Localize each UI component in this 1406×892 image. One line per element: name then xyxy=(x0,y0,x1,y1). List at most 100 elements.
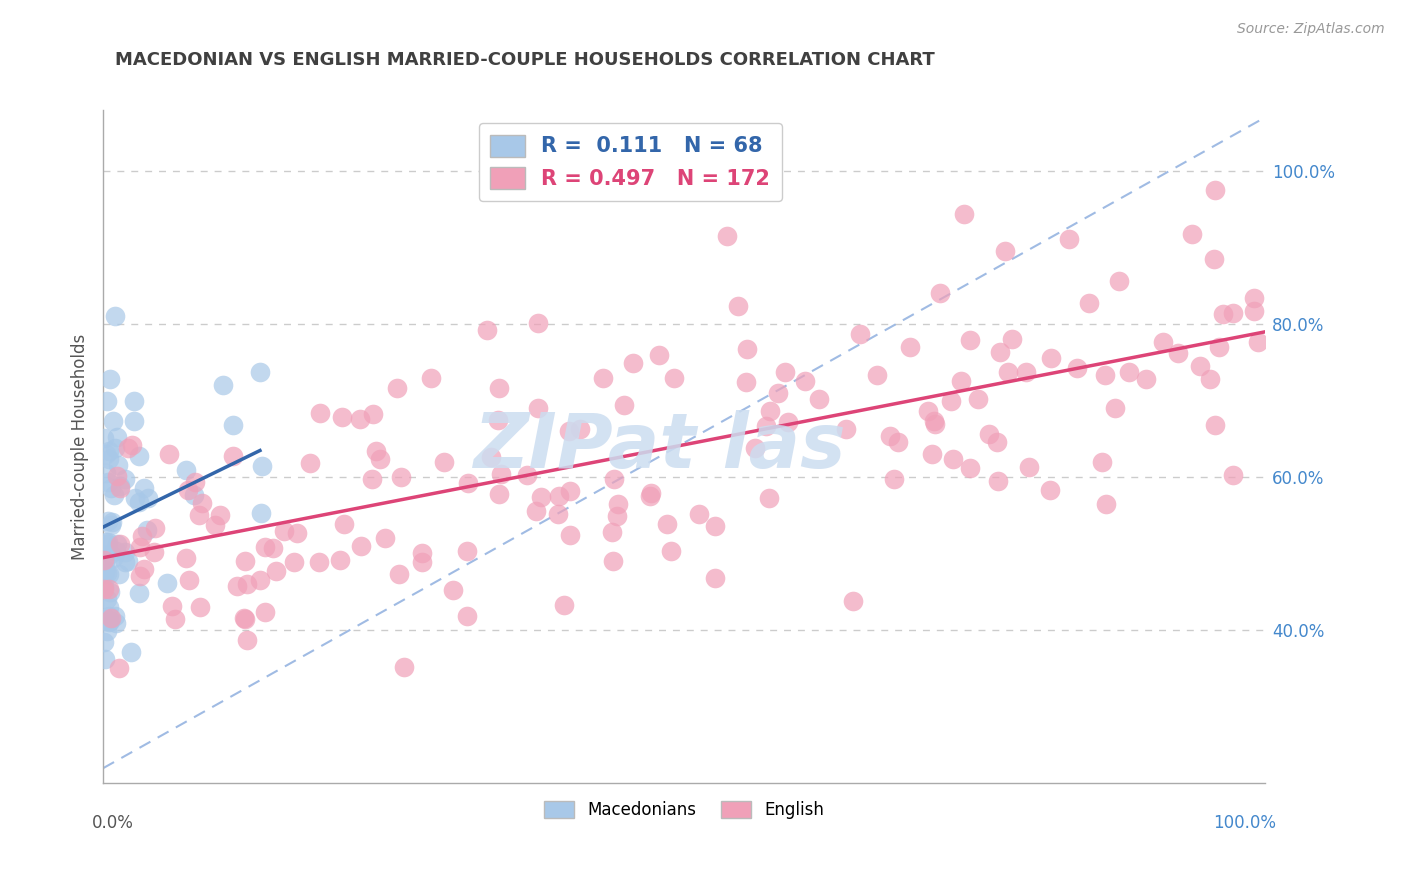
Point xyxy=(374,531,396,545)
Point xyxy=(94,534,117,549)
Point xyxy=(488,487,510,501)
Point xyxy=(959,460,981,475)
Point xyxy=(1001,332,1024,346)
Point xyxy=(97,514,120,528)
Point xyxy=(131,529,153,543)
Point xyxy=(105,430,128,444)
Point xyxy=(97,600,120,615)
Point xyxy=(775,365,797,379)
Point xyxy=(97,535,120,549)
Point xyxy=(104,543,127,558)
Point xyxy=(560,483,582,498)
Text: 100.0%: 100.0% xyxy=(1213,814,1277,832)
Point xyxy=(1094,368,1116,382)
Point xyxy=(1181,227,1204,241)
Point xyxy=(249,573,271,587)
Point xyxy=(108,481,131,495)
Point xyxy=(249,365,271,379)
Point xyxy=(664,371,686,385)
Point xyxy=(527,401,550,415)
Point xyxy=(366,444,388,458)
Point xyxy=(489,467,512,482)
Point xyxy=(917,404,939,418)
Point xyxy=(188,600,211,615)
Point xyxy=(1199,372,1222,386)
Point xyxy=(136,523,159,537)
Point xyxy=(97,567,120,582)
Point xyxy=(96,466,118,480)
Point xyxy=(93,635,115,649)
Point xyxy=(174,463,197,477)
Point xyxy=(232,611,254,625)
Point xyxy=(922,414,945,428)
Point xyxy=(128,494,150,508)
Point xyxy=(128,586,150,600)
Point xyxy=(602,554,624,568)
Point xyxy=(883,472,905,486)
Point xyxy=(655,517,678,532)
Point xyxy=(105,537,128,551)
Point xyxy=(488,381,510,395)
Point xyxy=(1108,274,1130,288)
Point xyxy=(97,615,120,630)
Point xyxy=(98,615,121,629)
Point xyxy=(96,592,118,607)
Point xyxy=(204,518,226,533)
Point xyxy=(226,579,249,593)
Point xyxy=(107,458,129,473)
Point xyxy=(967,392,990,406)
Point xyxy=(898,340,921,354)
Point xyxy=(121,438,143,452)
Point xyxy=(849,327,872,342)
Point xyxy=(188,508,211,522)
Point xyxy=(94,447,117,461)
Point xyxy=(250,506,273,520)
Point xyxy=(233,612,256,626)
Point xyxy=(298,456,321,470)
Point xyxy=(704,571,727,585)
Point xyxy=(1204,418,1226,433)
Y-axis label: Married-couple Households: Married-couple Households xyxy=(72,334,89,560)
Point xyxy=(1202,252,1225,267)
Point xyxy=(98,608,121,623)
Point xyxy=(309,406,332,420)
Point xyxy=(222,449,245,463)
Point xyxy=(979,427,1001,442)
Point xyxy=(98,372,121,386)
Point xyxy=(100,611,122,625)
Point xyxy=(988,344,1011,359)
Point xyxy=(157,447,180,461)
Point xyxy=(835,422,858,436)
Text: 0.0%: 0.0% xyxy=(91,814,134,832)
Point xyxy=(1243,291,1265,305)
Point xyxy=(638,489,661,503)
Point xyxy=(264,564,287,578)
Point xyxy=(143,521,166,535)
Point xyxy=(766,386,789,401)
Point xyxy=(122,394,145,409)
Point xyxy=(1222,306,1244,320)
Point xyxy=(134,481,156,495)
Point xyxy=(98,548,121,562)
Point xyxy=(103,488,125,502)
Point xyxy=(524,504,547,518)
Point xyxy=(516,468,538,483)
Point xyxy=(124,491,146,506)
Point xyxy=(558,528,581,542)
Point xyxy=(602,472,624,486)
Point xyxy=(114,555,136,569)
Point xyxy=(190,496,212,510)
Point xyxy=(659,543,682,558)
Point xyxy=(128,449,150,463)
Point xyxy=(841,594,863,608)
Point xyxy=(385,381,408,395)
Point xyxy=(986,434,1008,449)
Point xyxy=(592,370,614,384)
Point xyxy=(727,299,749,313)
Point xyxy=(388,566,411,581)
Point xyxy=(93,566,115,581)
Point xyxy=(924,417,946,431)
Point xyxy=(441,583,464,598)
Point xyxy=(744,442,766,456)
Point xyxy=(236,632,259,647)
